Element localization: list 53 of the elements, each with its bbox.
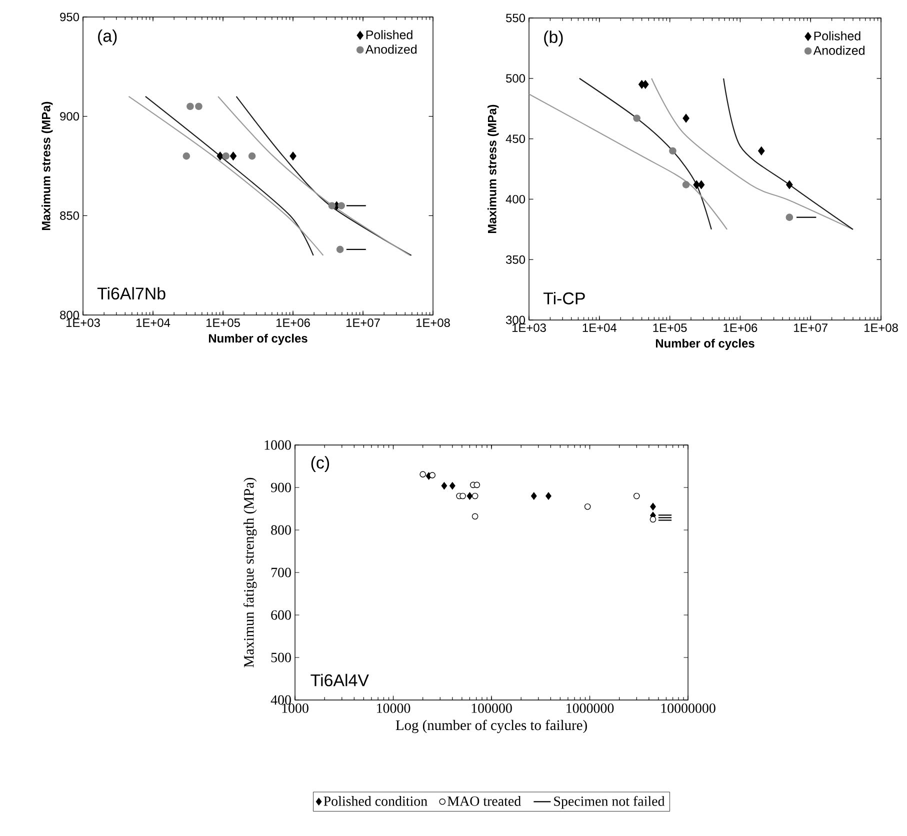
y-tick-label: 450: [506, 134, 526, 144]
x-tick-label: 1E+03: [66, 318, 100, 327]
y-tick-label: 900: [60, 112, 80, 121]
annotation: (c): [311, 456, 330, 472]
y-tick-label: 800: [60, 310, 80, 320]
legend-label: Anodized: [813, 46, 864, 55]
y-tick-label: 1000: [264, 440, 291, 450]
legend-label: MAO treated: [448, 796, 521, 806]
legend-label: Polished: [814, 31, 860, 40]
x-tick-label: 1E+03: [512, 324, 546, 332]
legend-label: Anodized: [365, 44, 417, 54]
x-axis-title: Number of cycles: [656, 338, 754, 350]
annotation: Ti6Al4V: [310, 674, 369, 686]
y-axis-title: Maximum stress (MPa): [42, 102, 53, 230]
y-tick-label: 950: [60, 12, 80, 22]
x-tick-label: 100000: [472, 704, 512, 713]
x-tick-label: 1E+05: [206, 318, 240, 327]
x-tick-label: 1E+05: [653, 324, 687, 332]
annotation: (b): [544, 30, 563, 46]
y-tick-label: 500: [506, 74, 526, 83]
y-tick-label: 600: [271, 610, 291, 620]
y-tick-label: 550: [506, 14, 526, 22]
y-tick-label: 500: [271, 652, 291, 662]
legend-label: Polished: [366, 30, 412, 40]
y-axis-title: Maximun fatigue strength (MPa): [243, 478, 257, 668]
x-axis-title: Number of cycles: [208, 334, 308, 345]
y-tick-label: 400: [270, 695, 291, 705]
x-tick-label: 10000: [377, 704, 410, 713]
legend-label: Specimen not failed: [554, 796, 665, 809]
x-tick-label: 1E+06: [724, 324, 758, 332]
x-tick-label: 1E+07: [346, 318, 380, 327]
x-tick-label: 1E+06: [276, 318, 310, 327]
y-tick-label: 850: [60, 211, 80, 220]
x-tick-label: 10000000: [661, 704, 716, 713]
x-tick-label: 1E+07: [794, 324, 828, 332]
y-tick-label: 900: [271, 482, 291, 492]
y-tick-label: 400: [506, 194, 526, 204]
legend-label: Polished condition: [324, 796, 428, 806]
x-tick-label: 1000000: [566, 704, 614, 713]
y-axis-title: Maximum stress (MPa): [488, 104, 499, 233]
x-tick-label: 1E+04: [582, 324, 617, 332]
x-tick-label: 1000: [282, 704, 308, 713]
y-tick-label: 300: [506, 316, 526, 324]
x-tick-label: 1E+08: [416, 318, 450, 327]
x-tick-label: 1E+08: [864, 324, 898, 332]
annotation: (a): [98, 29, 117, 46]
y-tick-label: 700: [271, 568, 291, 578]
x-axis-title: Log (number of cycles to failure): [396, 720, 587, 734]
x-tick-label: 1E+04: [136, 318, 170, 327]
annotation: Ti6Al7Nb: [97, 287, 166, 300]
annotation: Ti-CP: [543, 292, 585, 304]
y-tick-label: 350: [506, 255, 526, 264]
y-tick-label: 800: [271, 525, 291, 535]
